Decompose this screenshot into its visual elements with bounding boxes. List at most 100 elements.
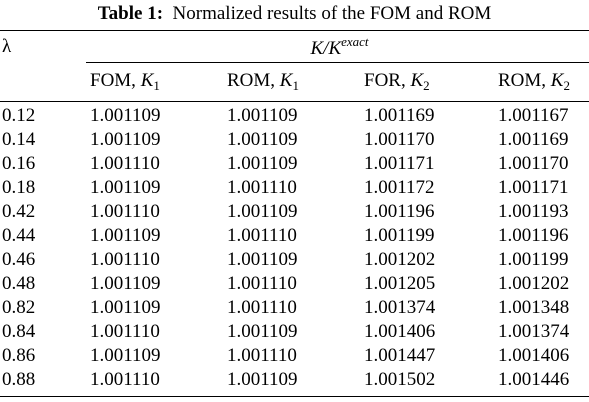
column-symbol: K [140,70,154,91]
column-prefix: FOR, [364,70,406,91]
lambda-cell: 0.14 [2,129,36,150]
value-cell: 1.001109 [227,321,298,342]
value-cell: 1.001169 [498,129,569,150]
column-subscript: 2 [563,78,570,93]
lambda-cell: 0.42 [2,201,36,222]
value-cell: 1.001109 [227,201,298,222]
value-cell: 1.001110 [90,321,160,342]
value-cell: 1.001446 [498,369,570,390]
caption-text: Normalized results of the FOM and ROM [172,3,492,24]
table-row: 0.18 1.001109 1.001110 1.001172 1.001171 [0,176,589,200]
value-cell: 1.001109 [90,273,161,294]
value-cell: 1.001110 [90,369,160,390]
value-cell: 1.001169 [364,105,435,126]
value-cell: 1.001170 [498,153,569,174]
value-cell: 1.001110 [227,297,297,318]
value-cell: 1.001196 [364,201,435,222]
header-row: λ K/Kexact [0,30,589,63]
lambda-header: λ [2,35,12,57]
value-cell: 1.001196 [498,225,569,246]
lambda-cell: 0.16 [2,153,36,174]
value-cell: 1.001110 [90,153,160,174]
column-symbol: K [279,70,293,91]
empty-cell [0,62,86,102]
column-symbol: K [410,70,424,91]
lambda-cell: 0.82 [2,297,36,318]
lambda-cell: 0.88 [2,369,36,390]
table-row: 0.16 1.001110 1.001109 1.001171 1.001170 [0,152,589,176]
value-cell: 1.001110 [227,177,297,198]
value-cell: 1.001110 [227,345,297,366]
value-cell: 1.001109 [90,345,161,366]
group-superscript: exact [341,33,369,49]
column-symbol: K [550,70,564,91]
value-cell: 1.001199 [498,249,569,270]
value-cell: 1.001205 [364,273,436,294]
value-cell: 1.001202 [498,273,570,294]
column-subscript: 2 [423,78,430,93]
column-subscript: 1 [153,78,160,93]
table-head: λ K/Kexact FOM, K1 ROM, K1 FOR, K2 ROM, K2 [0,30,589,102]
value-cell: 1.001202 [364,249,436,270]
column-prefix: FOM, [90,70,136,91]
lambda-cell: 0.86 [2,345,36,366]
table-row: 0.44 1.001109 1.001110 1.001199 1.001196 [0,224,589,248]
value-cell: 1.001172 [364,177,435,198]
caption-label: Table 1: [97,3,164,24]
column-header: ROM, K1 [223,62,360,102]
value-cell: 1.001109 [227,369,298,390]
subheader-row: FOM, K1 ROM, K1 FOR, K2 ROM, K2 [0,62,589,102]
table-row: 0.88 1.001110 1.001109 1.001502 1.001446 [0,368,589,397]
group-header: K/Kexact [86,30,589,63]
value-cell: 1.001199 [364,225,435,246]
lambda-cell: 0.44 [2,225,36,246]
table-body: 0.12 1.001109 1.001109 1.001169 1.001167 0.14… [0,102,589,397]
value-cell: 1.001109 [227,249,298,270]
value-cell: 1.001109 [227,129,298,150]
table-row: 0.86 1.001109 1.001110 1.001447 1.001406 [0,344,589,368]
column-header: FOR, K2 [360,62,494,102]
table-row: 0.48 1.001109 1.001110 1.001205 1.001202 [0,272,589,296]
table-caption: Table 1: Normalized results of the FOM a… [0,2,589,26]
value-cell: 1.001171 [498,177,569,198]
results-table: λ K/Kexact FOM, K1 ROM, K1 FOR, K2 ROM, K2 … [0,30,589,397]
value-cell: 1.001348 [498,297,570,318]
value-cell: 1.001109 [227,153,298,174]
value-cell: 1.001502 [364,369,436,390]
lambda-cell: 0.12 [2,105,36,126]
column-header: FOM, K1 [86,62,223,102]
value-cell: 1.001170 [364,129,435,150]
value-cell: 1.001374 [364,297,436,318]
group-base: K/K [310,37,342,59]
value-cell: 1.001109 [90,225,161,246]
value-cell: 1.001110 [227,273,297,294]
value-cell: 1.001109 [90,105,161,126]
value-cell: 1.001374 [498,321,570,342]
value-cell: 1.001171 [364,153,435,174]
value-cell: 1.001109 [90,177,161,198]
value-cell: 1.001167 [498,105,569,126]
table-row: 0.82 1.001109 1.001110 1.001374 1.001348 [0,296,589,320]
value-cell: 1.001110 [90,249,160,270]
lambda-cell: 0.46 [2,249,36,270]
column-subscript: 1 [292,78,299,93]
value-cell: 1.001109 [90,129,161,150]
column-prefix: ROM, [227,70,276,91]
value-cell: 1.001406 [498,345,570,366]
table-row: 0.14 1.001109 1.001109 1.001170 1.001169 [0,128,589,152]
column-header: ROM, K2 [494,62,589,102]
column-prefix: ROM, [498,70,547,91]
table-row: 0.46 1.001110 1.001109 1.001202 1.001199 [0,248,589,272]
table-row: 0.12 1.001109 1.001109 1.001169 1.001167 [0,102,589,129]
table-row: 0.42 1.001110 1.001109 1.001196 1.001193 [0,200,589,224]
value-cell: 1.001110 [90,201,160,222]
value-cell: 1.001110 [227,225,297,246]
table-row: 0.84 1.001110 1.001109 1.001406 1.001374 [0,320,589,344]
value-cell: 1.001109 [227,105,298,126]
value-cell: 1.001406 [364,321,436,342]
lambda-cell: 0.48 [2,273,36,294]
lambda-cell: 0.84 [2,321,36,342]
value-cell: 1.001447 [364,345,436,366]
value-cell: 1.001109 [90,297,161,318]
